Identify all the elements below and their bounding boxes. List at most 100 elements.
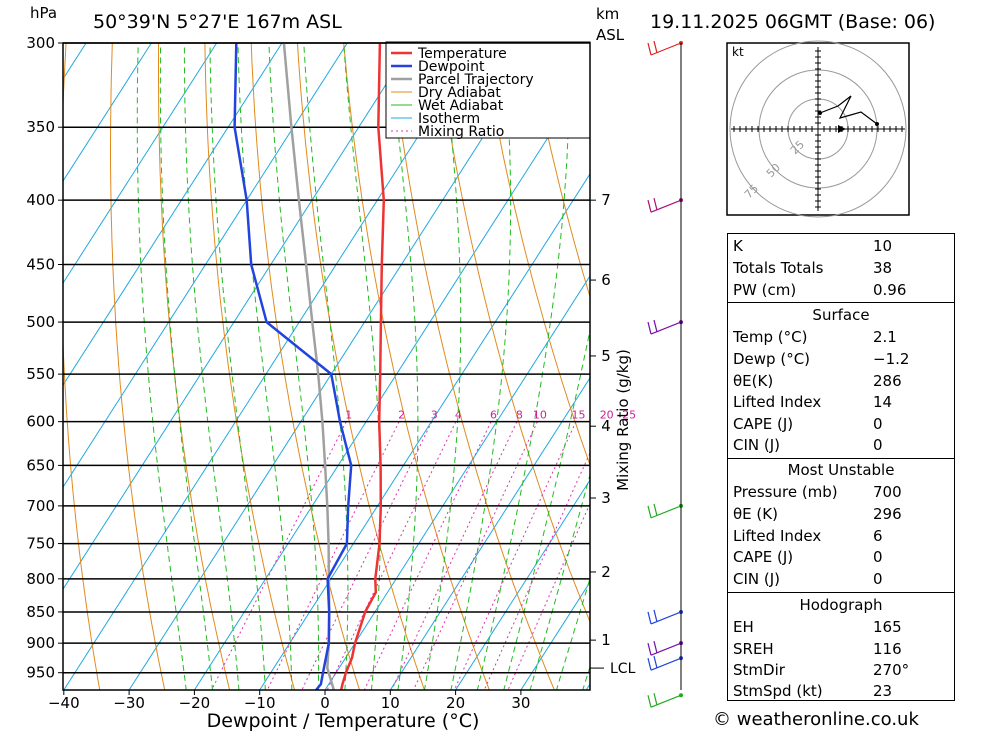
- y-tick-label: 900: [26, 634, 55, 652]
- mixing-ratio-label: 25: [622, 409, 636, 422]
- wind-barb-flag: [647, 695, 652, 708]
- legend-label-temperature: Temperature: [417, 46, 507, 62]
- index-row: CIN (J) 0: [728, 569, 954, 590]
- y-tick-label: 400: [26, 191, 55, 209]
- copyright-notice[interactable]: © weatheronline.co.uk: [713, 709, 919, 730]
- index-label: K: [733, 237, 743, 255]
- x-tick-label: 10: [381, 694, 400, 712]
- isotherm-line: [63, 43, 218, 285]
- wind-barb-shaft: [650, 199, 682, 213]
- mixing-ratio-label: 3: [431, 409, 438, 422]
- wind-barb-flag: [653, 319, 658, 333]
- x-tick-label: −20: [179, 694, 211, 712]
- hodograph-ring: [729, 40, 907, 218]
- legend: Temperature Dewpoint Parcel Trajectory D…: [385, 41, 591, 140]
- mixing-ratio-label: 8: [516, 409, 523, 422]
- most-unstable-title: Most Unstable: [787, 461, 895, 479]
- x-tick-label: 20: [446, 694, 465, 712]
- x-axis-title: Dewpoint / Temperature (°C): [207, 710, 480, 732]
- y-tick-label: 450: [26, 256, 55, 274]
- hodograph-point: [875, 122, 879, 126]
- axis-ticks: [58, 42, 522, 695]
- height-ref-label: ASL: [596, 26, 625, 44]
- index-row: Dewp (°C) −1.2: [728, 349, 954, 370]
- legend-label-parcel: Parcel Trajectory: [418, 72, 534, 88]
- index-row: StmSpd (kt) 23: [728, 681, 954, 702]
- index-value: 6: [873, 527, 883, 545]
- wind-barb-flag: [653, 693, 658, 706]
- index-value: 116: [873, 640, 902, 658]
- x-tick-label: 30: [511, 694, 530, 712]
- isotherm-line: [324, 275, 590, 690]
- index-row: CAPE (J) 0: [728, 414, 954, 435]
- km-tick-label: 6: [601, 271, 611, 289]
- index-label: StmDir: [733, 661, 785, 679]
- plot-frame: [62, 42, 591, 691]
- index-value: 286: [873, 372, 902, 390]
- wet-adiabat-line: [159, 43, 214, 690]
- wind-barb-shaft: [650, 611, 682, 625]
- hodograph-point: [818, 111, 822, 115]
- dry-adiabat-line: [528, 43, 590, 299]
- wind-barb-flag: [647, 611, 652, 625]
- index-label: θE(K): [733, 372, 774, 390]
- wind-barb-flag: [653, 198, 658, 211]
- index-row: Lifted Index 14: [728, 392, 954, 413]
- wet-adiabat-line: [183, 43, 240, 690]
- index-value: 165: [873, 618, 902, 636]
- isotherm-line: [63, 43, 152, 183]
- wind-barb-flag: [647, 643, 652, 656]
- indices-panel: K 10 Totals Totals 38 PW (cm) 0.96 Surfa…: [727, 233, 955, 701]
- index-value: 23: [873, 682, 893, 700]
- index-row: PW (cm) 0.96: [728, 280, 954, 301]
- wind-barb-flag: [647, 657, 652, 671]
- mixing-ratio-label: 1: [345, 409, 352, 422]
- index-value: 700: [873, 483, 902, 501]
- x-tick-label: 0: [320, 694, 330, 712]
- index-label: Dewp (°C): [733, 350, 811, 368]
- y-tick-label: 550: [26, 365, 55, 383]
- index-label: CIN (J): [733, 570, 781, 588]
- wind-barb-shaft: [650, 694, 682, 708]
- km-labels: 7 6 5 4 3 2 1 LCL: [590, 191, 636, 677]
- wind-barb-shaft: [650, 42, 682, 56]
- isotherm-line: [389, 377, 590, 690]
- index-value: 10: [873, 237, 893, 255]
- index-label: Totals Totals: [733, 259, 824, 277]
- km-tick-label: 4: [601, 417, 611, 435]
- isotherm-line: [128, 43, 544, 690]
- dry-adiabat-line: [482, 43, 590, 467]
- index-value: −1.2: [873, 350, 910, 368]
- y-tick-label: 650: [26, 456, 55, 474]
- wind-barb-flag: [653, 609, 658, 623]
- index-row: θE (K) 296: [728, 504, 954, 525]
- mixing-ratio-label: 2: [398, 409, 405, 422]
- surface-title: Surface: [812, 306, 870, 324]
- wind-barb-flag: [647, 200, 652, 213]
- datetime-title: 19.11.2025 06GMT (Base: 06): [650, 11, 935, 33]
- index-value: 0: [873, 548, 883, 566]
- mixing-ratio-label: 4: [455, 409, 462, 422]
- legend-label-dry-adiabat: Dry Adiabat: [418, 85, 501, 101]
- y-tick-label: 700: [26, 497, 55, 515]
- index-label: CIN (J): [733, 436, 781, 454]
- index-row: Temp (°C) 2.1: [728, 327, 954, 348]
- km-tick-label: 3: [601, 489, 611, 507]
- index-label: SREH: [733, 640, 774, 658]
- section-divider: [728, 458, 954, 459]
- wet-adiabat-line: [450, 43, 512, 690]
- index-row: Totals Totals 38: [728, 258, 954, 279]
- index-row: Pressure (mb) 700: [728, 482, 954, 503]
- y-tick-label: 850: [26, 603, 55, 621]
- index-row: K 10: [728, 236, 954, 257]
- wind-barb-flag: [647, 42, 652, 56]
- isotherm-line: [63, 43, 348, 489]
- mixing-ratio-line: [412, 421, 538, 690]
- index-row: EH 165: [728, 617, 954, 638]
- index-label: CAPE (J): [733, 415, 794, 433]
- km-tick-label: 5: [601, 347, 611, 365]
- wind-barb-shaft: [650, 642, 682, 656]
- index-value: 0: [873, 415, 883, 433]
- isotherm-line: [63, 43, 414, 591]
- legend-label-mixing-ratio: Mixing Ratio: [418, 124, 504, 140]
